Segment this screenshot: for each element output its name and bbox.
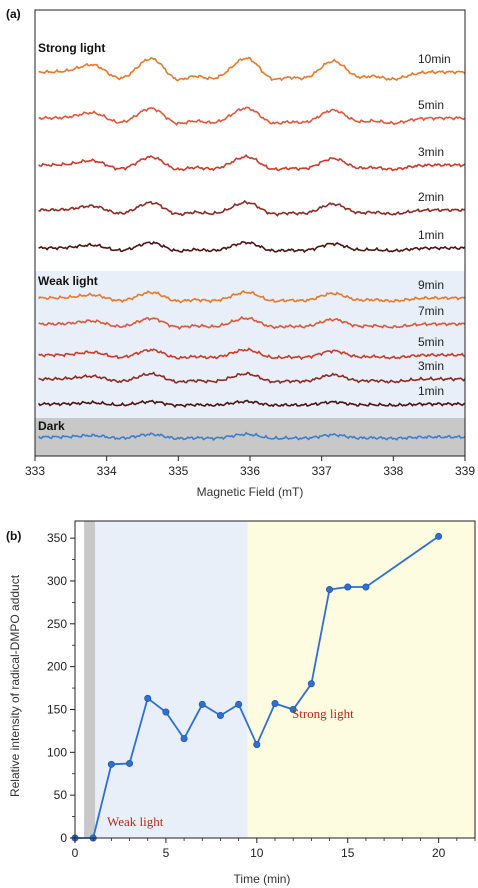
data-point [326,586,334,594]
trace-label: 7min [418,304,444,318]
spectrum-trace [38,241,466,254]
trace-label: 2min [418,190,444,204]
trace-label: 1min [418,384,444,398]
x-tick-label: 337 [312,464,332,478]
data-point [107,760,115,768]
trace-label: 3min [418,359,444,373]
spectrum-trace [38,315,466,331]
data-point [235,700,243,708]
y-tick-label: 350 [47,531,67,545]
panel-a-trace-labels: 10min 5min 3min 2min 1min 9min 7min 5min 3min 1mi… [418,52,451,398]
strong-light-region [35,10,465,271]
x-tick-label: 333 [25,464,45,478]
spectrum-trace [38,347,466,361]
panel-a-label: (a) [6,7,21,21]
data-point [126,759,134,767]
time-region [95,521,248,838]
dark-label: Dark [38,419,65,433]
spectrum-trace [38,154,466,172]
y-axis-title: Relative intensity of radical-DMPO adduc… [8,574,22,797]
y-tick-label: 0 [60,831,67,845]
y-tick-label: 200 [47,660,67,674]
strong-light-region-label: Strong light [292,706,354,721]
x-tick-label: 5 [163,846,170,860]
y-tick-label: 50 [54,788,68,802]
data-point [144,694,152,702]
data-point [307,680,315,688]
spectrum-trace [37,431,466,441]
panel-a-traces [37,56,466,441]
spectrum-trace [38,199,466,217]
data-point [216,711,224,719]
x-tick-label: 10 [250,846,264,860]
x-tick-label: 338 [383,464,403,478]
y-tick-label: 150 [47,702,67,716]
x-tick-label: 336 [240,464,260,478]
spectrum-trace [37,289,466,304]
weak-light-label: Weak light [38,274,98,288]
x-axis-title: Magnetic Field (mT) [197,485,304,499]
data-point [362,583,370,591]
strong-light-label: Strong light [38,41,105,55]
x-tick-label: 15 [341,846,355,860]
data-point [180,735,188,743]
x-tick-label: 0 [72,846,79,860]
weak-light-region-label: Weak light [107,814,164,829]
spectrum-trace [38,371,466,385]
spectrum-trace [38,56,466,82]
time-region [247,521,475,838]
data-point [289,705,297,713]
x-tick-label: 20 [432,846,446,860]
spectrum-trace [38,106,466,126]
trace-label: 3min [418,145,444,159]
y-tick-label: 300 [47,574,67,588]
x-tick-label: 339 [455,464,475,478]
time-region [84,521,95,838]
x-tick-label: 334 [97,464,117,478]
data-point [344,583,352,591]
data-point [198,700,206,708]
weak-light-region [35,271,465,418]
y-tick-label: 250 [47,617,67,631]
x-axis-title-b: Time (min) [234,872,291,886]
y-tick-label: 100 [47,745,67,759]
trace-label: 10min [418,52,451,66]
spectrum-trace [37,399,466,409]
data-point [162,708,170,716]
trace-label: 5min [418,335,444,349]
panel-b-regions [84,521,475,838]
trace-label: 1min [418,228,444,242]
data-point [253,741,261,749]
data-point [271,699,279,707]
panel-a-x-ticks: 333 334 335 336 337 338 339 [25,456,475,478]
panel-b-series [71,532,443,842]
trace-label: 5min [418,98,444,112]
panel-b-label: (b) [6,529,21,543]
x-tick-label: 335 [168,464,188,478]
data-point [435,532,443,540]
panel-a-backgrounds [35,10,465,456]
trace-label: 9min [418,278,444,292]
panel-a: 10min 5min 3min 2min 1min 9min 7min 5min 3min 1mi… [6,7,475,499]
